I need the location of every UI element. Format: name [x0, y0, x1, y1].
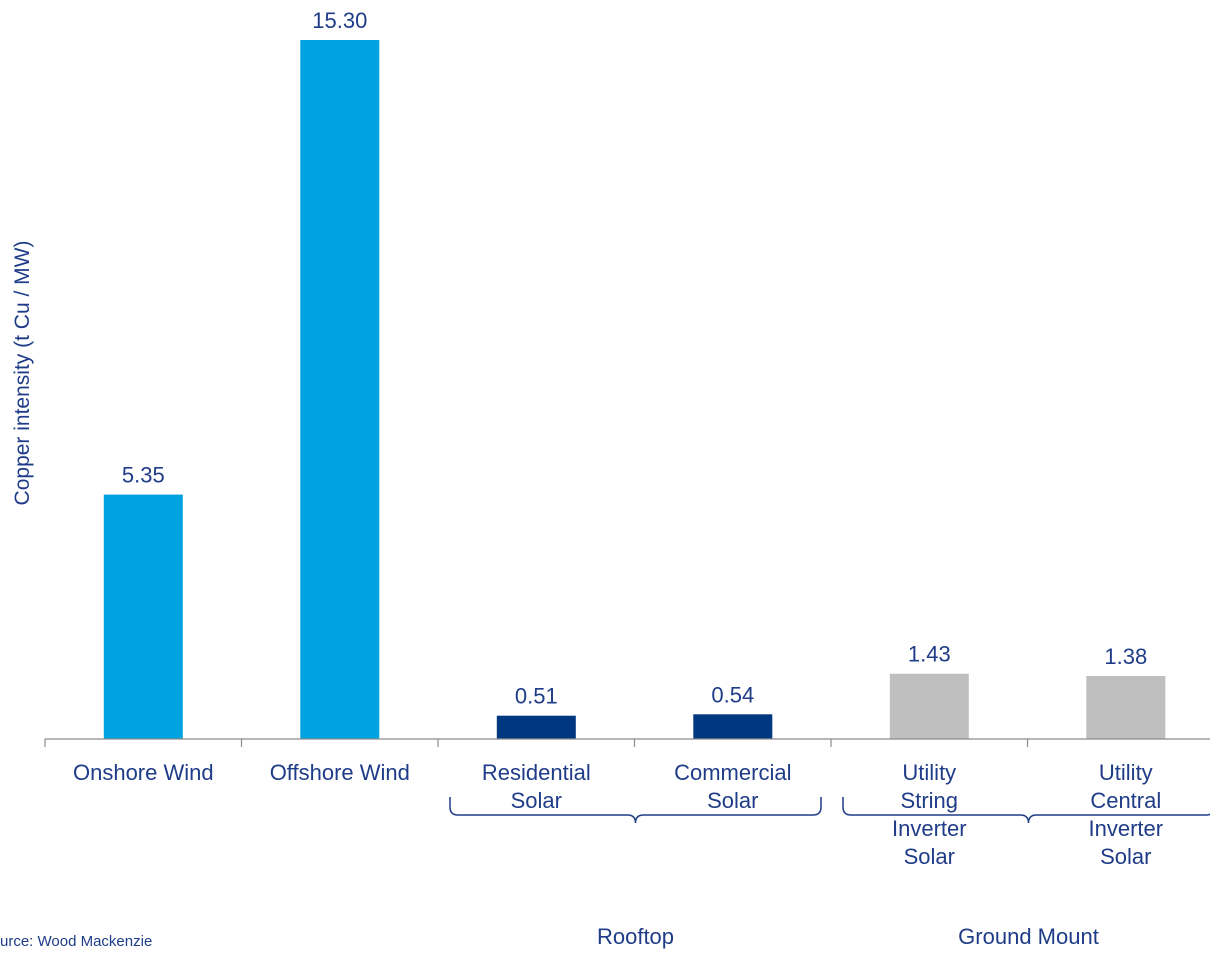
bar-offshore-wind [300, 40, 380, 739]
x-axis-ticks-layer [44, 739, 1029, 747]
bar-commercial-solar [693, 714, 773, 739]
bar-residential-solar [496, 715, 576, 739]
group-bracket [449, 797, 822, 824]
category-label: Commercial Solar [674, 760, 791, 813]
y-axis-label: Copper intensity (t Cu / MW) [11, 241, 34, 506]
group-label: Rooftop [597, 924, 674, 949]
value-label: 0.54 [711, 682, 754, 707]
value-label: 0.51 [515, 684, 558, 709]
value-label: 1.38 [1104, 644, 1147, 669]
group-brackets-layer: Rooftop Ground Mount [449, 797, 1210, 949]
category-label: Utility String Inverter Solar [892, 760, 967, 869]
category-labels-layer: Onshore Wind Offshore Wind Residential Sola… [73, 760, 1163, 869]
group-label: Ground Mount [958, 924, 1099, 949]
value-label: 5.35 [122, 463, 165, 488]
bars-layer [103, 40, 1166, 739]
source-note: urce: Wood Mackenzie [0, 933, 152, 950]
bar-onshore-wind [103, 494, 183, 739]
bar-utility-string-inverter-solar [889, 673, 969, 739]
value-labels-layer: 5.35 15.30 0.51 0.54 1.43 1.38 [122, 8, 1147, 709]
category-label: Residential Solar [482, 760, 591, 813]
category-label: Offshore Wind [270, 760, 410, 785]
category-label: Onshore Wind [73, 760, 214, 785]
value-label: 15.30 [312, 8, 367, 33]
value-label: 1.43 [908, 642, 951, 667]
category-label: Utility Central Inverter Solar [1089, 760, 1164, 869]
bar-utility-central-inverter-solar [1086, 676, 1166, 739]
group-bracket [842, 797, 1210, 824]
